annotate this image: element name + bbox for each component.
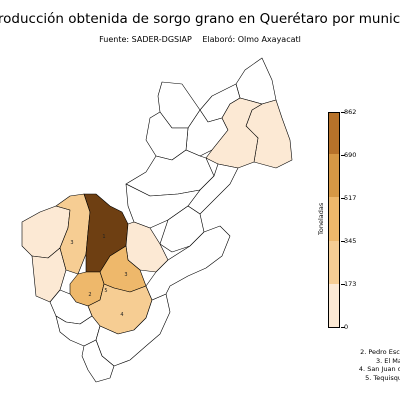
map-label-2: 2 [88,292,91,298]
map-label-3: 3 [70,240,73,246]
colorbar-tick [341,241,345,242]
colorbar-tick [341,284,345,285]
municipality-number-labels: 1 2 3 3 4 5 [70,234,127,318]
colorbar-tick [341,327,345,328]
note-item: 5. Tequisquiapan [365,373,400,382]
colorbar-tick-label: 0 [344,323,349,331]
colorbar-title: Toneladas [317,202,325,235]
colorbar-tick-label: 173 [344,280,357,288]
colorbar-tick-label: 690 [344,151,357,159]
municipality-boundaries [21,57,293,383]
municipality-colon [55,193,91,275]
map-title: Producción obtenida de sorgo grano en Qu… [0,11,400,27]
map-label-3b: 3 [124,272,127,278]
colorbar-tick [341,112,345,113]
source-text: Fuente: SADER-DGSIAP [99,35,192,44]
colorbar-tick-label: 862 [344,108,357,116]
map-label-1: 1 [102,234,105,240]
note-item: 4. San Juan del Río [358,365,400,373]
note-item: 3. El Marqués [375,356,400,365]
map-subtitle: Fuente: SADER-DGSIAP Elaboró: Olmo Axaya… [0,35,400,45]
map-label-5: 5 [104,288,107,294]
map-label-4: 4 [120,312,123,318]
colorbar-segment-4 [329,154,339,198]
colorbar-tick-label: 345 [344,237,357,245]
colorbar-segment-2 [329,240,339,284]
colorbar-segment-3 [329,197,339,241]
municipality-notes: 2. Pedro Escobedo 3. El Marqués 4. San J… [358,348,400,382]
municipality-southeast [145,225,231,301]
colorbar-tick [341,198,345,199]
municipality-south-3 [81,339,115,383]
colorbar-tick-label: 517 [344,194,357,202]
colorbar-tick [341,155,345,156]
author-text: Elaboró: Olmo Axayacatl [202,35,301,44]
note-item: 2. Pedro Escobedo [360,348,400,356]
colorbar-segment-5 [329,113,339,155]
colorbar-segment-1 [329,283,339,327]
municipality-north-1 [235,57,277,105]
colorbar [328,112,340,328]
